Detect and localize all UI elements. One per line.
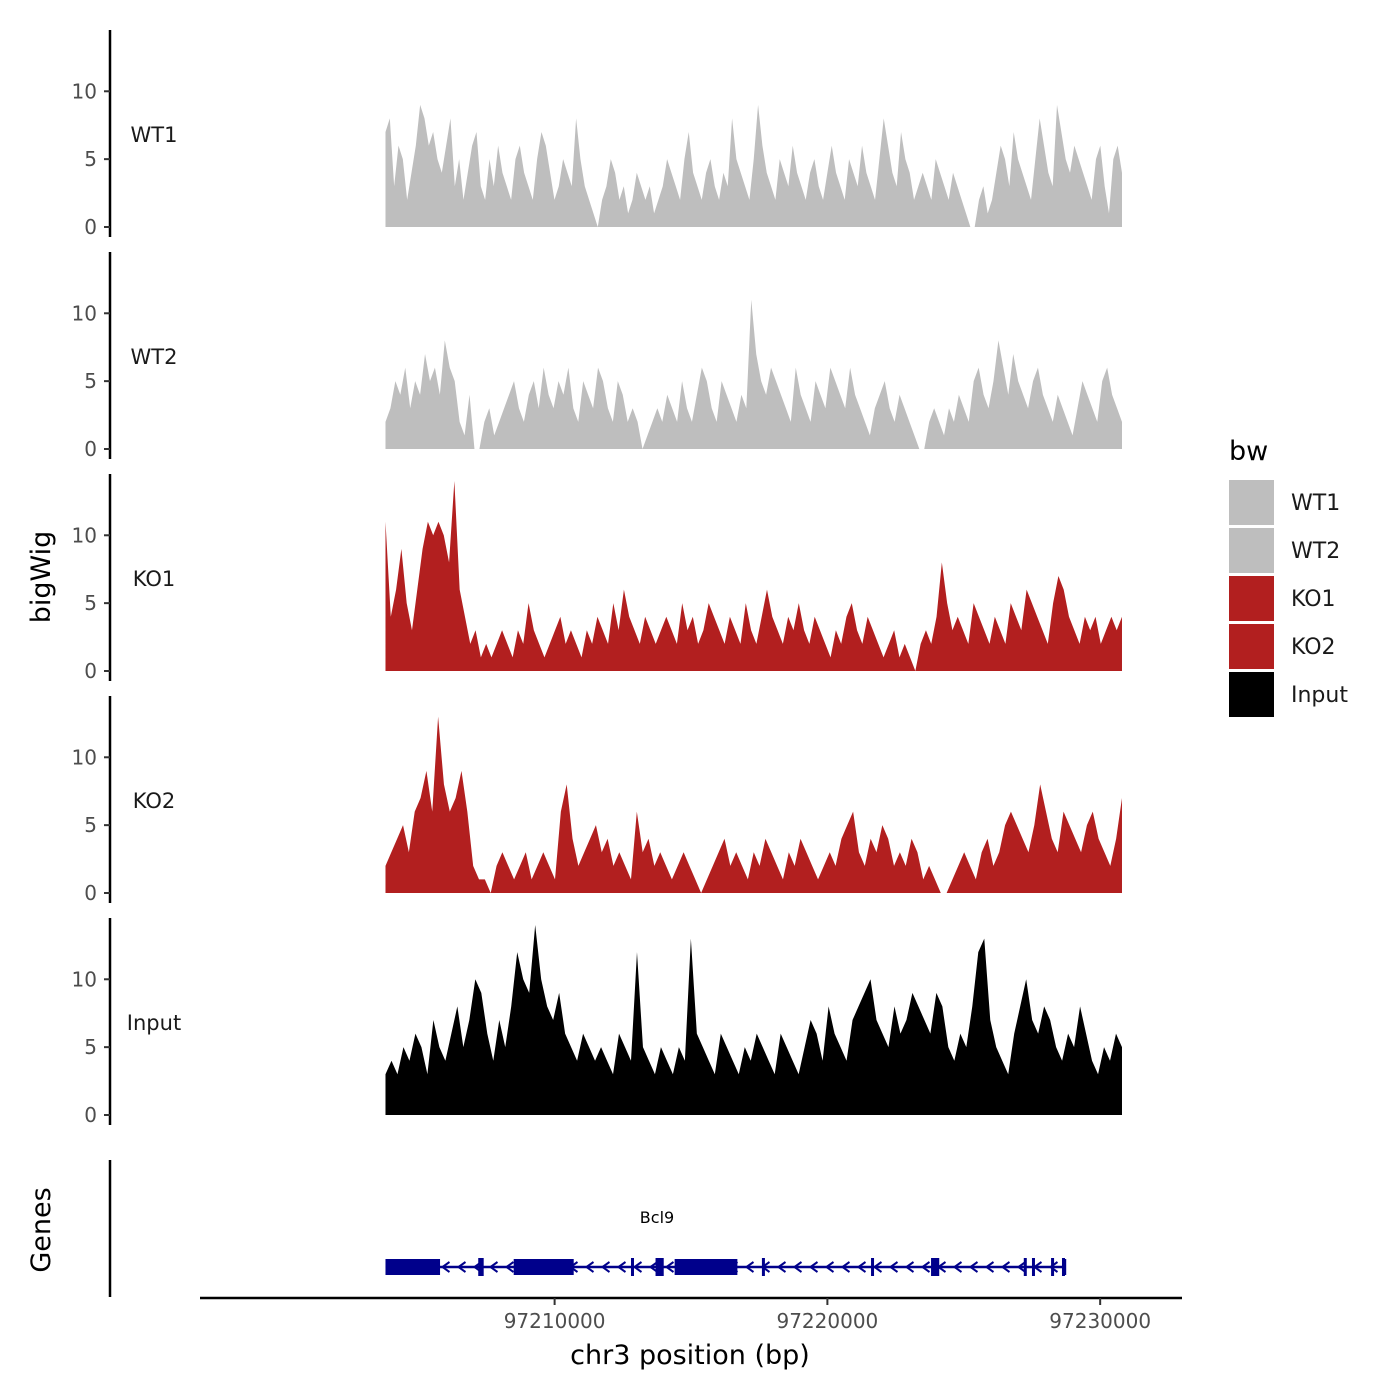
y-tick-label: 10	[72, 79, 97, 103]
gene-exon	[1031, 1258, 1035, 1276]
legend-label-wt1: WT1	[1291, 491, 1340, 516]
strand-arrow	[808, 1261, 819, 1273]
strand-arrow	[456, 1261, 467, 1273]
gene-name-label: Bcl9	[640, 1208, 674, 1227]
strand-arrow	[1048, 1261, 1059, 1273]
strand-arrow	[984, 1261, 995, 1273]
y-tick-label: 5	[84, 369, 97, 393]
track-ko2: 0 5 10 KO2	[72, 696, 1122, 905]
strand-arrow	[744, 1261, 755, 1273]
x-tick-label: 97230000	[1049, 1309, 1151, 1333]
track-label-ko1: KO1	[133, 567, 176, 591]
legend-swatch-input	[1229, 672, 1274, 717]
strand-arrow	[904, 1261, 915, 1273]
track-label-ko2: KO2	[133, 789, 176, 813]
x-tick-label: 97210000	[504, 1309, 606, 1333]
track-label-wt2: WT2	[131, 345, 178, 369]
gene-exon	[674, 1259, 738, 1275]
strand-arrow	[920, 1261, 931, 1273]
strand-arrow	[664, 1261, 675, 1273]
strand-arrow	[968, 1261, 979, 1273]
legend-label-ko2: KO2	[1291, 635, 1336, 660]
y-axis-title: bigWig	[26, 531, 57, 624]
strand-arrow	[440, 1261, 451, 1273]
strand-arrow	[1000, 1261, 1011, 1273]
coverage-tracks: 0 5 10 WT1 0 5 10 WT2 0 5 10 KO1 0 5 10 KO2 0 5 10 Input	[72, 30, 1122, 1127]
strand-arrow	[888, 1261, 899, 1273]
strand-arrow	[504, 1261, 515, 1273]
y-tick-label: 5	[84, 147, 97, 171]
y-tick-label: 5	[84, 813, 97, 837]
y-tick-label: 0	[84, 1103, 97, 1127]
gene-exon	[761, 1258, 765, 1276]
y-tick-label: 0	[84, 659, 97, 683]
legend: bw WT1 WT2 KO1 KO2 Input	[1229, 436, 1348, 717]
strand-arrow	[792, 1261, 803, 1273]
x-axis-title: chr3 position (bp)	[570, 1340, 810, 1371]
gene-exon	[513, 1259, 574, 1275]
legend-title: bw	[1229, 436, 1268, 467]
legend-swatch-wt2	[1229, 528, 1274, 573]
track-wt1: 0 5 10 WT1	[72, 30, 1122, 239]
gene-exon	[1051, 1258, 1055, 1276]
y-tick-label: 0	[84, 215, 97, 239]
y-tick-label: 5	[84, 591, 97, 615]
strand-arrow	[856, 1261, 867, 1273]
strand-arrow	[776, 1261, 787, 1273]
track-wt2: 0 5 10 WT2	[72, 252, 1122, 461]
strand-arrow	[600, 1261, 611, 1273]
track-ko1: 0 5 10 KO1	[72, 474, 1122, 683]
x-tick-label: 97220000	[776, 1309, 878, 1333]
y-tick-label: 10	[72, 745, 97, 769]
strand-arrow	[840, 1261, 851, 1273]
strand-arrow	[824, 1261, 835, 1273]
strand-arrow	[488, 1261, 499, 1273]
legend-swatch-wt1	[1229, 480, 1274, 525]
track-input: 0 5 10 Input	[72, 918, 1122, 1127]
gene-exon	[478, 1258, 484, 1276]
gene-exon	[1023, 1258, 1027, 1276]
gene-exon	[655, 1258, 664, 1276]
coverage-area-wt1	[385, 104, 1122, 227]
legend-swatch-ko2	[1229, 624, 1274, 669]
strand-arrow	[872, 1261, 883, 1273]
strand-arrow	[1016, 1261, 1027, 1273]
gene-exon	[931, 1258, 940, 1276]
coverage-area-ko2	[385, 716, 1122, 893]
legend-swatch-ko1	[1229, 576, 1274, 621]
gene-exon	[871, 1258, 875, 1276]
gene-exon	[630, 1258, 634, 1276]
genes-axis-title: Genes	[26, 1187, 57, 1272]
strand-arrow	[632, 1261, 643, 1273]
gene-track-panel: Bcl9	[108, 1160, 1067, 1297]
strand-arrow	[616, 1261, 627, 1273]
strand-arrow	[584, 1261, 595, 1273]
legend-label-wt2: WT2	[1291, 539, 1340, 564]
coverage-area-input	[385, 925, 1122, 1115]
strand-arrow	[952, 1261, 963, 1273]
coverage-area-ko1	[385, 481, 1122, 671]
coverage-area-wt2	[385, 299, 1122, 449]
gene-exon	[385, 1259, 441, 1275]
legend-label-input: Input	[1291, 683, 1348, 708]
y-tick-label: 0	[84, 437, 97, 461]
legend-label-ko1: KO1	[1291, 587, 1336, 612]
track-label-wt1: WT1	[131, 123, 178, 147]
y-tick-label: 10	[72, 967, 97, 991]
x-axis: 97210000 97220000 97230000	[200, 1296, 1182, 1333]
track-label-input: Input	[127, 1011, 181, 1035]
y-tick-label: 5	[84, 1035, 97, 1059]
y-tick-label: 10	[72, 301, 97, 325]
strand-arrow	[648, 1261, 659, 1273]
y-tick-label: 0	[84, 881, 97, 905]
y-tick-label: 10	[72, 523, 97, 547]
